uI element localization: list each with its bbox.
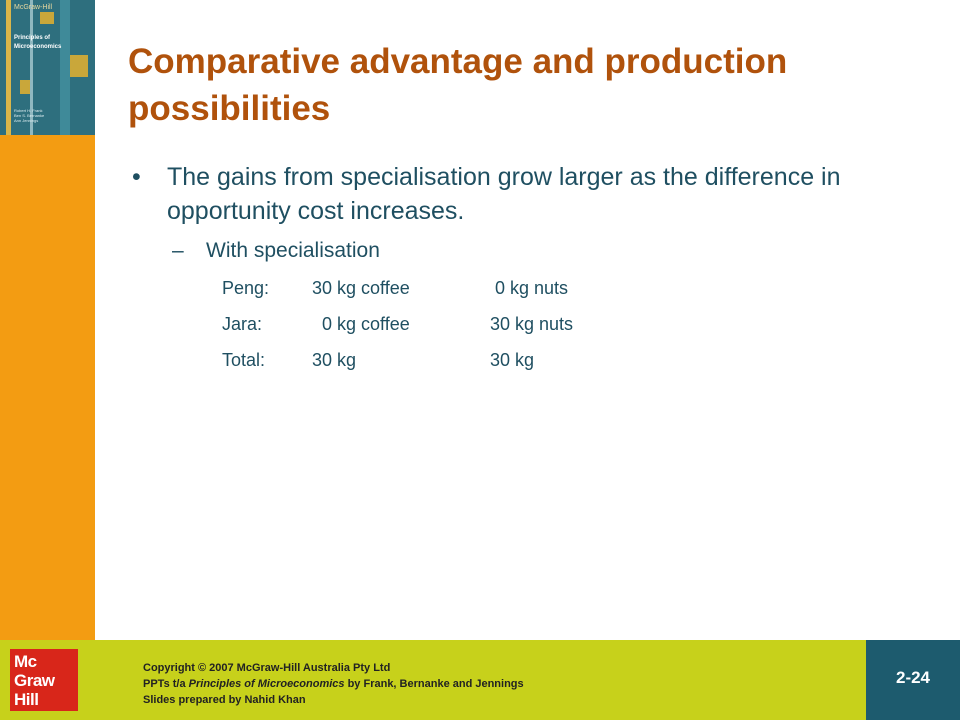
cover-title: Principles of Microeconomics	[14, 34, 61, 52]
preparer-line: Slides prepared by Nahid Khan	[143, 694, 306, 706]
cover-author: Ben S. Bernanke	[14, 113, 45, 118]
copyright-notice: Copyright © 2007 McGraw-Hill Australia P…	[143, 660, 524, 708]
slide-number-box	[866, 640, 960, 720]
table-row: Total: 30 kg 30 kg	[222, 350, 573, 386]
bullet-text: The gains from specialisation grow large…	[167, 163, 841, 225]
nuts-amount: 0 kg nuts	[490, 278, 569, 298]
cover-title-line: Principles of	[14, 35, 51, 41]
book-title: Principles of Microeconomics	[188, 678, 345, 690]
coffee-amount: 0 kg coffee	[312, 314, 410, 334]
sub-bullet-point: – With specialisation	[172, 236, 912, 266]
sub-bullet-text: With specialisation	[206, 239, 380, 262]
slide-number: 2-24	[895, 668, 931, 687]
cover-block	[40, 12, 54, 24]
cover-authors: Robert H. Frank Ben S. Bernanke Ann Jenn…	[14, 108, 44, 123]
logo-line: Mc	[14, 652, 37, 671]
logo-line: Graw	[14, 671, 55, 690]
copyright-line: Copyright © 2007 McGraw-Hill Australia P…	[143, 662, 391, 674]
bullet-marker: •	[132, 163, 141, 191]
logo-line: Hill	[14, 690, 39, 709]
cover-stripe	[30, 0, 33, 135]
cover-title-line: Microeconomics	[14, 44, 62, 50]
credits-authors: by Frank, Bernanke and Jennings	[344, 678, 524, 690]
cover-block	[20, 80, 30, 94]
cover-author: Robert H. Frank	[14, 108, 43, 113]
production-table: Peng: 30 kg coffee 0 kg nuts Jara: 0 kg …	[222, 278, 573, 386]
coffee-total: 30 kg	[312, 350, 357, 370]
nuts-total: 30 kg	[490, 350, 535, 370]
mcgraw-hill-logo: Mc Graw Hill	[10, 649, 78, 711]
bullet-point: • The gains from specialisation grow lar…	[132, 160, 912, 228]
producer-name: Peng:	[222, 278, 270, 298]
cover-author: Ann Jennings	[14, 118, 39, 123]
total-label: Total:	[222, 350, 266, 370]
cover-block	[70, 55, 88, 77]
table-row: Peng: 30 kg coffee 0 kg nuts	[222, 278, 573, 314]
footer-bar	[0, 640, 960, 720]
book-cover-image: McGraw-Hill Principles of Microeconomics…	[0, 0, 95, 135]
table-row: Jara: 0 kg coffee 30 kg nuts	[222, 314, 573, 350]
cover-brand: McGraw-Hill	[14, 4, 53, 11]
slide-title: Comparative advantage and production pos…	[128, 42, 788, 128]
cover-stripe	[60, 0, 70, 135]
credits-line: PPTs t/a Principles of Microeconomics by…	[143, 676, 524, 692]
cover-stripe	[6, 0, 11, 135]
credits-prefix: PPTs t/a	[143, 678, 189, 690]
slide-content: • The gains from specialisation grow lar…	[132, 160, 912, 266]
producer-name: Jara:	[222, 314, 263, 334]
nuts-amount: 30 kg nuts	[490, 314, 574, 334]
sub-bullet-marker: –	[172, 239, 184, 262]
coffee-amount: 30 kg coffee	[312, 278, 410, 298]
